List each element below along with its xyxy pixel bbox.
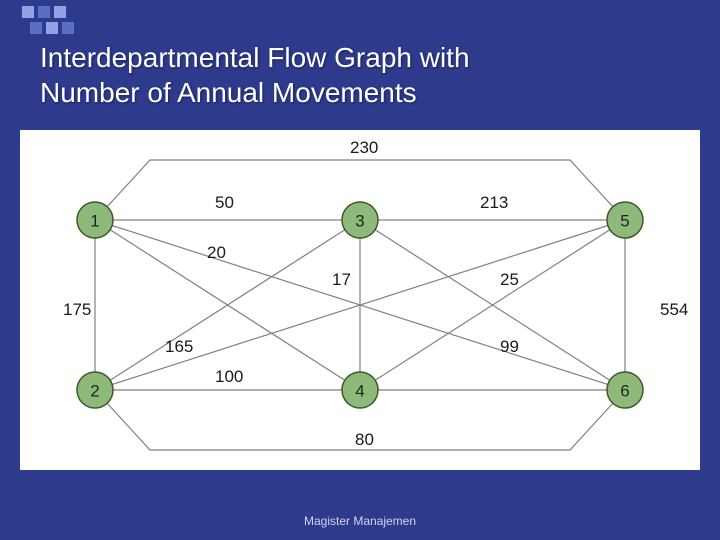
- node-label-2: 2: [90, 382, 99, 401]
- edge-label-2-6: 80: [355, 430, 374, 449]
- node-label-4: 4: [355, 382, 364, 401]
- edge-label-1-5: 230: [350, 138, 378, 157]
- edge-label-5-6: 554: [660, 300, 688, 319]
- flow-graph: 175 50 20 230 17 213 25 554 165 100 80 99 1 2 3 4 5 6: [20, 130, 700, 470]
- slide-title: Interdepartmental Flow Graph withNumber …: [40, 40, 470, 110]
- graph-panel: 175 50 20 230 17 213 25 554 165 100 80 99 1 2 3 4 5 6: [20, 130, 700, 470]
- edge-label-1-3: 50: [215, 193, 234, 212]
- edge-label-2-3: 165: [165, 337, 193, 356]
- edge-label-1-4: 20: [207, 243, 226, 262]
- node-label-3: 3: [355, 212, 364, 231]
- edge-label-1-2: 175: [63, 300, 91, 319]
- edge-label-2-4: 100: [215, 367, 243, 386]
- edge-label-3-4: 17: [332, 270, 351, 289]
- node-label-6: 6: [620, 382, 629, 401]
- slide: Interdepartmental Flow Graph withNumber …: [0, 0, 720, 540]
- node-label-1: 1: [90, 212, 99, 231]
- decor-squares: [22, 6, 132, 40]
- footer-text: Magister Manajemen: [0, 514, 720, 528]
- edge-label-4-5: 99: [500, 337, 519, 356]
- edge-label-3-6: 25: [500, 270, 519, 289]
- edge-label-3-5: 213: [480, 193, 508, 212]
- node-label-5: 5: [620, 212, 629, 231]
